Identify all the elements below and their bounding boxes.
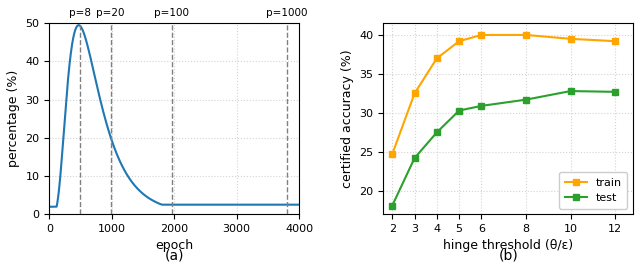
Text: p=100: p=100 xyxy=(154,8,189,17)
train xyxy=(455,40,463,43)
X-axis label: epoch: epoch xyxy=(155,239,193,253)
test xyxy=(411,156,419,160)
test xyxy=(522,98,530,101)
Y-axis label: certified accuracy (%): certified accuracy (%) xyxy=(341,49,354,188)
test xyxy=(477,104,485,108)
Text: (b): (b) xyxy=(499,249,518,263)
Text: p=8: p=8 xyxy=(69,8,91,17)
train xyxy=(433,57,441,60)
train xyxy=(477,33,485,37)
Line: test: test xyxy=(388,88,619,209)
train xyxy=(388,153,396,156)
X-axis label: hinge threshold (θ/ε): hinge threshold (θ/ε) xyxy=(443,239,573,253)
test xyxy=(388,204,396,207)
test xyxy=(433,131,441,134)
test xyxy=(455,109,463,112)
Y-axis label: percentage (%): percentage (%) xyxy=(7,70,20,167)
Line: train: train xyxy=(388,31,619,158)
train xyxy=(411,92,419,95)
test xyxy=(567,90,575,93)
test xyxy=(611,90,619,93)
Text: p=1000: p=1000 xyxy=(266,8,307,17)
Text: (a): (a) xyxy=(164,249,184,263)
Legend: train, test: train, test xyxy=(559,172,627,209)
train xyxy=(522,33,530,37)
train xyxy=(611,40,619,43)
Text: p=20: p=20 xyxy=(96,8,125,17)
train xyxy=(567,37,575,40)
